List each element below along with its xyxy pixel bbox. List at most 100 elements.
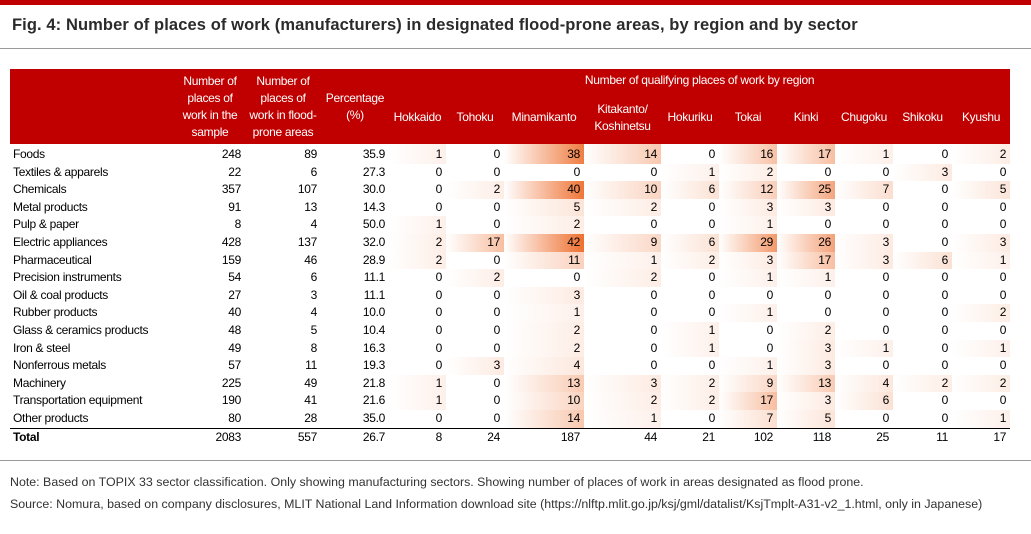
region-cell: 10 [504, 392, 584, 410]
region-cell: 1 [952, 339, 1011, 358]
region-cell: 0 [941, 270, 949, 285]
percentage-cell: 27.3 [362, 164, 385, 179]
region-cell: 0 [435, 305, 443, 320]
region-cell: 1 [389, 374, 446, 393]
region-cell: 17 [777, 251, 835, 270]
region-cell: 2 [777, 321, 835, 340]
region-cell: 25 [777, 181, 835, 199]
region-cell: 0 [435, 340, 443, 355]
region-cell: 1 [835, 144, 893, 164]
region-cell: 0 [650, 305, 658, 320]
sector-cell: Rubber products [13, 305, 98, 320]
sample-cell: 48 [228, 322, 241, 337]
table-body: Foods 248 89 35.9 1 0 38 14 0 16 17 1 0 2 Textiles & a… [10, 144, 1011, 447]
sample-cell: 248 [221, 147, 241, 161]
region-cell: 5 [504, 198, 584, 217]
region-cell: 2 [446, 181, 504, 199]
region-cell: 0 [882, 410, 890, 425]
region-cell: 1 [584, 251, 661, 270]
region-cell: 2 [719, 163, 777, 182]
region-cell: 0 [435, 358, 443, 373]
region-cell: 2 [661, 251, 719, 270]
region-cell: 1 [584, 409, 661, 428]
sector-cell: Glass & ceramics products [13, 322, 149, 337]
region-cell: 14 [584, 144, 661, 164]
region-cell: 26 [777, 233, 835, 252]
region-cell: 0 [435, 164, 443, 179]
flood-cell: 46 [304, 252, 317, 267]
region-cell: 0 [708, 270, 716, 285]
region-cell: 0 [435, 182, 443, 197]
percentage-cell: 35.9 [362, 147, 385, 161]
region-cell: 3 [835, 251, 893, 270]
region-cell: 2 [952, 374, 1011, 393]
region-cell: 9 [719, 374, 777, 393]
table-row: Transportation equipment 190 41 21.6 1 0 10 2 2 1… [10, 392, 1010, 410]
sample-cell: 428 [221, 234, 241, 249]
region-cell: 13 [504, 374, 584, 393]
region-cell: 0 [999, 217, 1007, 232]
region-cell: 0 [435, 287, 443, 302]
region-cell: 0 [493, 147, 501, 161]
region-cell: 1 [719, 357, 777, 375]
region-cell: 0 [999, 393, 1007, 408]
percentage-cell: 19.3 [362, 358, 385, 373]
flood-cell: 137 [297, 234, 317, 249]
region-cell: 0 [941, 393, 949, 408]
region-cell: 8 [389, 427, 446, 447]
region-cell: 0 [941, 358, 949, 373]
sample-cell: 27 [228, 287, 241, 302]
region-cell: 0 [573, 270, 581, 285]
region-cell: 3 [835, 233, 893, 252]
header-regions-group: Number of qualifying places of work by r… [389, 69, 1011, 91]
region-cell: 0 [941, 182, 949, 197]
region-cell: 3 [952, 233, 1011, 252]
region-cell: 5 [777, 409, 835, 428]
sector-cell: Chemicals [13, 182, 67, 197]
sector-cell: Electric appliances [13, 234, 108, 249]
region-cell: 1 [661, 321, 719, 340]
region-cell: 42 [504, 233, 584, 252]
header-region: Chugoku [835, 91, 893, 144]
region-cell: 0 [650, 358, 658, 373]
sector-cell: Metal products [13, 199, 88, 214]
note-text: Note: Based on TOPIX 33 sector classific… [10, 475, 864, 489]
region-cell: 0 [493, 340, 501, 355]
region-cell: 1 [719, 269, 777, 287]
region-cell: 0 [882, 199, 890, 214]
region-cell: 0 [493, 375, 501, 390]
sample-cell: 49 [228, 340, 241, 355]
sector-cell: Total [10, 427, 175, 447]
flood-cell: 6 [310, 164, 318, 179]
region-cell: 1 [719, 216, 777, 234]
region-cell: 0 [766, 287, 774, 302]
region-cell: 0 [708, 199, 716, 214]
region-cell: 0 [708, 287, 716, 302]
sample-cell: 54 [228, 270, 241, 285]
table-row: Precision instruments 54 6 11.1 0 2 0 2 0 1 1 0 0 0 [10, 269, 1010, 287]
region-cell: 0 [708, 358, 716, 373]
region-cell: 17 [719, 392, 777, 410]
region-cell: 24 [446, 427, 504, 447]
region-cell: 3 [777, 339, 835, 358]
region-cell: 1 [952, 251, 1011, 270]
sector-cell: Pharmaceutical [13, 252, 92, 267]
region-cell: 0 [999, 322, 1007, 337]
total-row: Total 2083 557 26.7 8 24 187 44 21 102 118 25 11 17 [10, 427, 1011, 447]
region-cell: 29 [719, 233, 777, 252]
region-cell: 2 [446, 269, 504, 287]
region-cell: 12 [719, 181, 777, 199]
table-row: Rubber products 40 4 10.0 0 0 1 0 0 1 0 0 0 2 [10, 304, 1011, 322]
region-cell: 2 [893, 374, 952, 393]
region-cell: 0 [824, 287, 832, 302]
sample-cell: 8 [234, 217, 242, 232]
region-cell: 0 [824, 217, 832, 232]
region-cell: 0 [650, 217, 658, 232]
table-row: Chemicals 357 107 30.0 0 2 40 10 6 12 25 7 0 5 [10, 181, 1011, 199]
region-cell: 0 [650, 340, 658, 355]
region-cell: 3 [584, 374, 661, 393]
region-cell: 0 [941, 199, 949, 214]
region-cell: 2 [661, 374, 719, 393]
percentage-cell: 21.6 [362, 393, 385, 408]
sample-cell: 2083 [175, 427, 245, 447]
